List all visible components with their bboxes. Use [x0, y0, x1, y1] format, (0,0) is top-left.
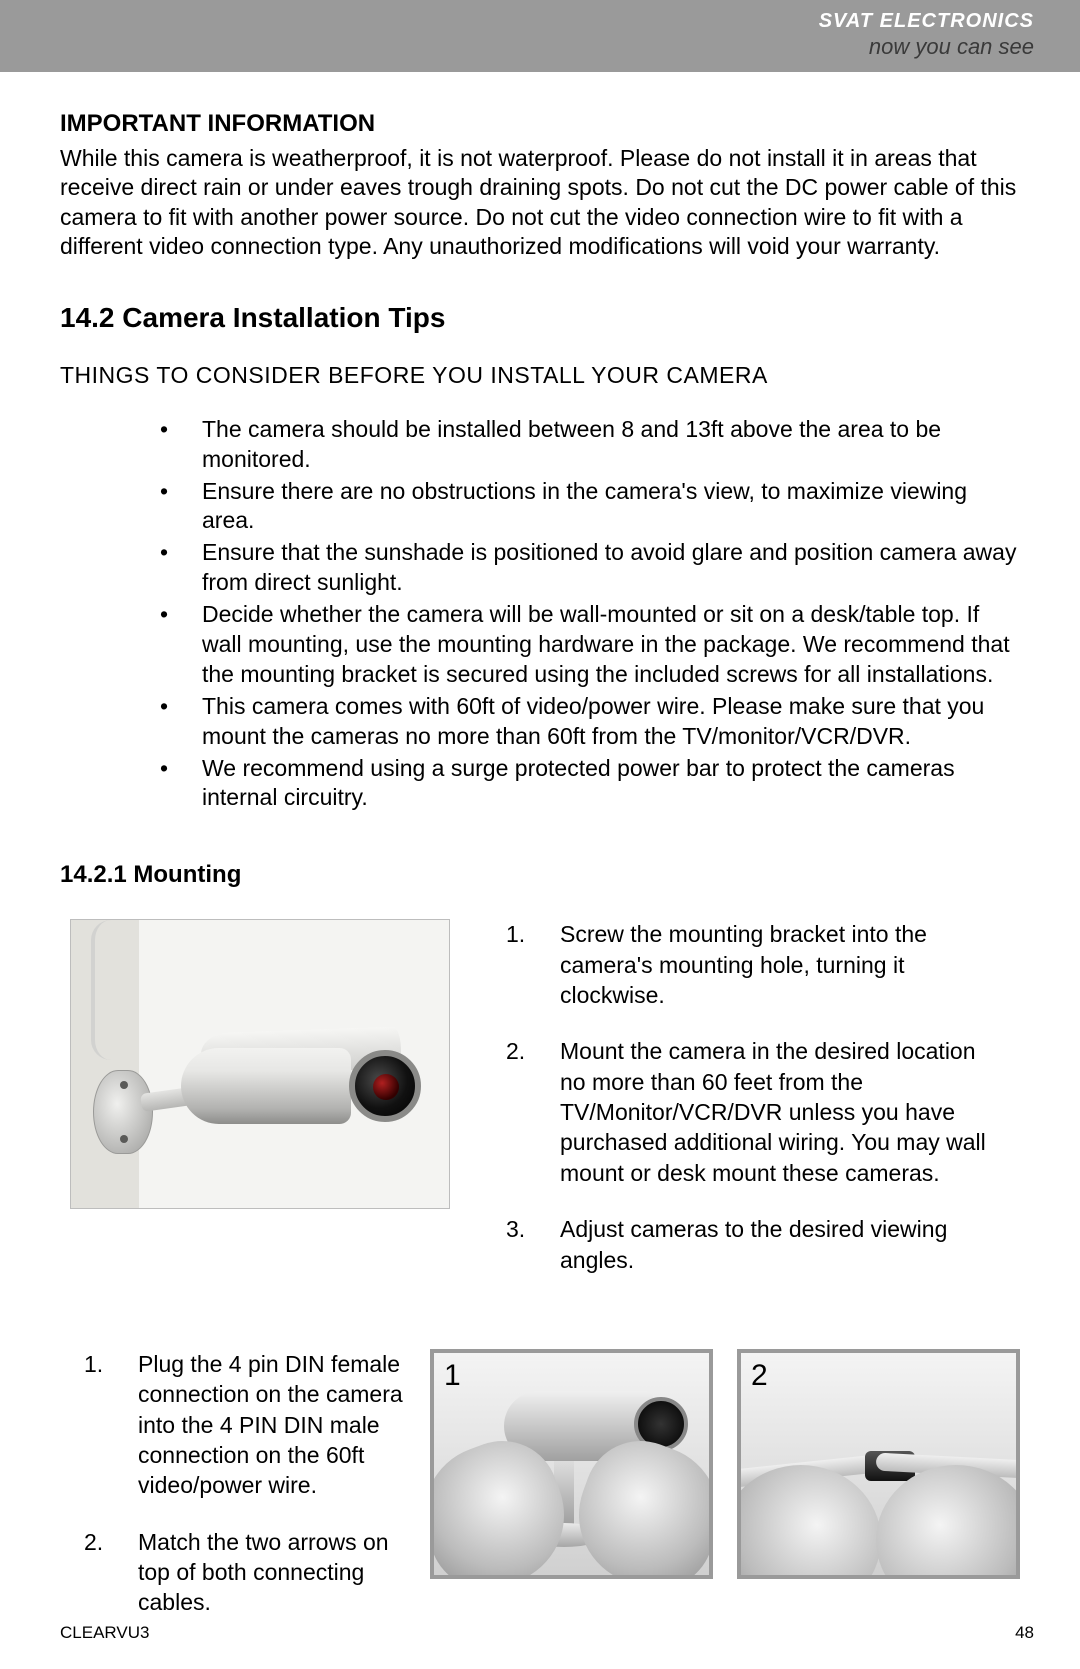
- footer-page-number: 48: [1015, 1623, 1034, 1643]
- mounting-step-text: Adjust cameras to the desired viewing an…: [560, 1216, 947, 1272]
- footer-model: CLEARVU3: [60, 1623, 149, 1643]
- wiring-steps: 1.Plug the 4 pin DIN female connection o…: [60, 1349, 406, 1644]
- tip-item: Ensure there are no obstructions in the …: [160, 477, 1020, 537]
- tip-item: Ensure that the sunshade is positioned t…: [160, 538, 1020, 598]
- tip-item: The camera should be installed between 8…: [160, 415, 1020, 475]
- page-footer: CLEARVU3 48: [60, 1623, 1034, 1643]
- figure-1: 1: [430, 1349, 713, 1579]
- section-subhead: THINGS TO CONSIDER BEFORE YOU INSTALL YO…: [60, 362, 1020, 389]
- tip-item: Decide whether the camera will be wall-m…: [160, 600, 1020, 690]
- important-info-title: IMPORTANT INFORMATION: [60, 110, 1020, 138]
- wiring-step: 2.Match the two arrows on top of both co…: [84, 1527, 406, 1618]
- mounting-row: 1.Screw the mounting bracket into the ca…: [60, 919, 1020, 1301]
- header-band: SVAT ELECTRONICS now you can see: [0, 0, 1080, 72]
- wiring-step-text: Plug the 4 pin DIN female connection on …: [138, 1351, 403, 1498]
- mounting-steps: 1.Screw the mounting bracket into the ca…: [498, 919, 988, 1301]
- tip-item: We recommend using a surge protected pow…: [160, 754, 1020, 814]
- section-14-2-heading: 14.2 Camera Installation Tips: [60, 302, 1020, 334]
- wiring-step: 1.Plug the 4 pin DIN female connection o…: [84, 1349, 406, 1501]
- camera-photo: [70, 919, 450, 1209]
- mounting-step: 1.Screw the mounting bracket into the ca…: [506, 919, 988, 1010]
- figure-1-label: 1: [444, 1359, 461, 1393]
- mounting-step: 2.Mount the camera in the desired locati…: [506, 1036, 988, 1188]
- tip-item: This camera comes with 60ft of video/pow…: [160, 692, 1020, 752]
- mounting-title: 14.2.1 Mounting: [60, 861, 1020, 889]
- page-content: IMPORTANT INFORMATION While this camera …: [0, 72, 1080, 1644]
- mounting-step: 3.Adjust cameras to the desired viewing …: [506, 1214, 988, 1275]
- mounting-step-text: Screw the mounting bracket into the came…: [560, 921, 927, 1008]
- mounting-step-text: Mount the camera in the desired location…: [560, 1038, 986, 1185]
- wiring-row: 1.Plug the 4 pin DIN female connection o…: [60, 1349, 1020, 1644]
- tips-list: The camera should be installed between 8…: [60, 415, 1020, 814]
- wiring-step-text: Match the two arrows on top of both conn…: [138, 1529, 389, 1616]
- brand-name: SVAT ELECTRONICS: [819, 10, 1034, 33]
- brand-tagline: now you can see: [869, 34, 1034, 60]
- figure-2: 2: [737, 1349, 1020, 1579]
- important-info-body: While this camera is weatherproof, it is…: [60, 144, 1020, 262]
- figure-2-label: 2: [751, 1359, 768, 1393]
